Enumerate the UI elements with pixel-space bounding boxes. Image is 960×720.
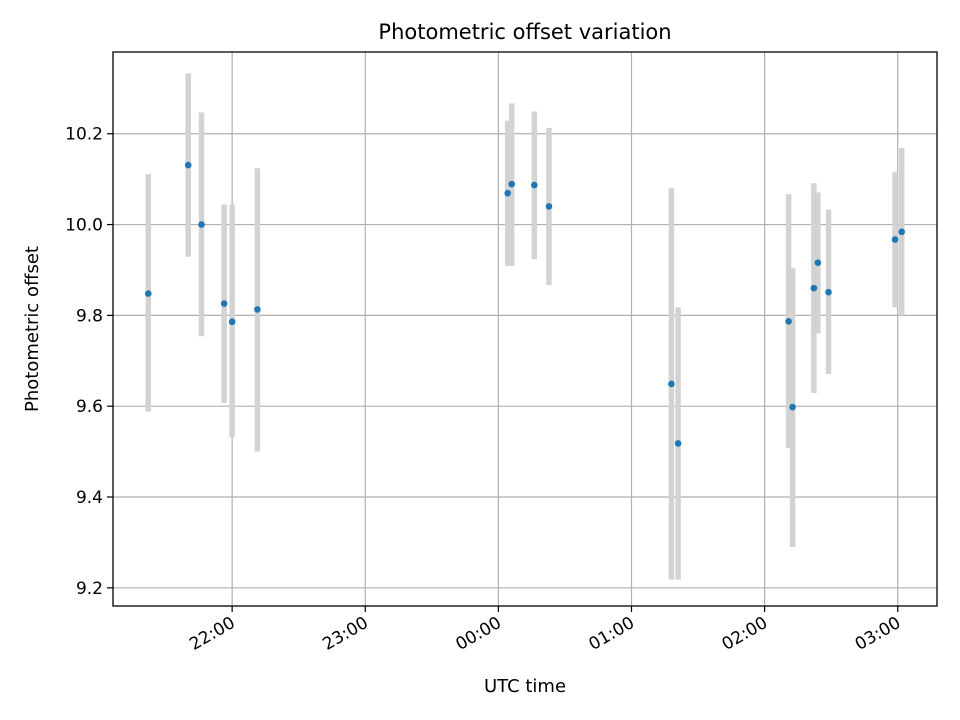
chart-title: Photometric offset variation: [378, 20, 671, 44]
data-point: [220, 300, 228, 307]
data-point: [531, 181, 538, 189]
x-tick-label: 01:00: [586, 613, 638, 655]
data-point: [184, 161, 192, 169]
data-point: [785, 317, 792, 325]
y-tick-label: 9.8: [76, 306, 103, 326]
data-point: [789, 403, 796, 411]
y-tick-label: 9.4: [76, 488, 103, 508]
data-point: [891, 236, 899, 243]
data-point: [545, 203, 553, 210]
data-point: [508, 180, 515, 188]
x-tick-label: 03:00: [852, 613, 904, 655]
data-point: [228, 318, 236, 326]
plot-frame: [112, 51, 938, 607]
data-point: [810, 284, 818, 292]
y-axis-label: Photometric offset: [22, 246, 43, 412]
data-point: [674, 440, 682, 447]
error-bars: [145, 73, 905, 580]
data-point: [504, 189, 511, 197]
data-point: [198, 221, 205, 228]
y-axis-ticks: 9.2 9.4 9.6 9.8 10.0 10.2: [65, 125, 113, 599]
grid-lines: [113, 52, 937, 606]
x-axis-ticks: 22:00 23:00 00:00 01:00 02:00 03:00: [186, 606, 904, 655]
y-tick-label: 9.6: [76, 397, 103, 417]
x-tick-label: 22:00: [186, 613, 238, 655]
y-tick-label: 10.2: [65, 125, 103, 145]
x-tick-label: 02:00: [719, 613, 771, 655]
data-point: [144, 290, 152, 297]
data-point: [254, 306, 261, 313]
x-tick-label: 00:00: [452, 613, 504, 655]
y-tick-label: 9.2: [76, 579, 103, 599]
data-point: [825, 288, 832, 296]
data-point: [814, 259, 822, 267]
data-point: [898, 228, 906, 236]
x-tick-label: 23:00: [319, 613, 371, 655]
data-points: [144, 161, 906, 447]
x-axis-label: UTC time: [484, 676, 566, 697]
y-tick-label: 10.0: [65, 216, 103, 236]
data-point: [668, 380, 675, 388]
